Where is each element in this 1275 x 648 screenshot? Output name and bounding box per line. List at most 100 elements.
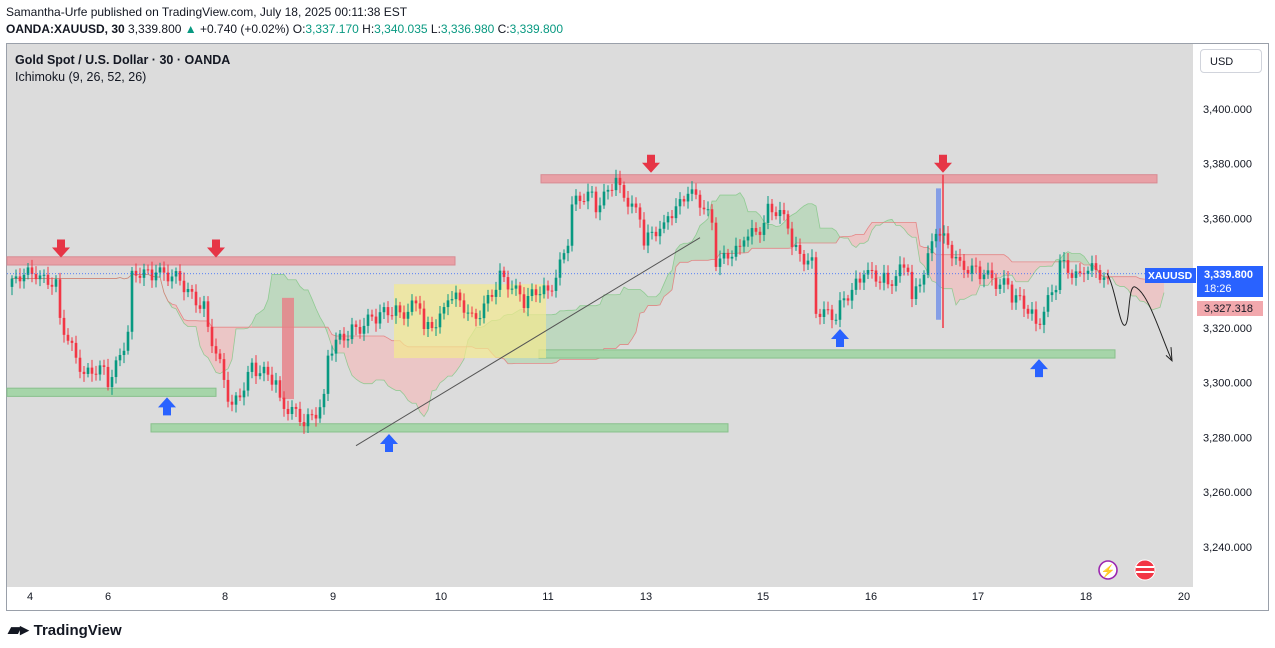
tool-icons[interactable]: ⚡ [1098, 559, 1156, 581]
cloud-segment [748, 211, 752, 253]
candle-body [350, 324, 354, 340]
projection-arrowhead-icon [1165, 347, 1173, 363]
cloud-segment [852, 234, 856, 248]
cloud-segment [1148, 279, 1152, 310]
cloud-segment [1064, 251, 1068, 262]
us-flag-icon[interactable] [1134, 559, 1156, 581]
candle-body [378, 312, 382, 324]
candle-body [898, 264, 902, 277]
cloud-segment [816, 206, 820, 243]
cloud-segment [1032, 261, 1036, 277]
candle-body [1042, 311, 1046, 325]
cloud-segment [912, 222, 916, 238]
cloud-segment [768, 224, 772, 249]
candle-body [694, 189, 698, 195]
cloud-segment [1020, 261, 1024, 282]
cloud-segment [308, 289, 312, 328]
candle-body [654, 231, 658, 237]
cloud-segment [640, 289, 644, 314]
cloud-segment [180, 312, 184, 324]
currency-button[interactable]: USD [1200, 49, 1262, 73]
cloud-segment [268, 274, 272, 328]
cloud-segment [256, 312, 260, 328]
candle-body [1098, 270, 1102, 280]
candle-body [562, 253, 566, 260]
candle-body [754, 228, 758, 232]
cloud-segment [1084, 256, 1088, 266]
candle-body [830, 309, 834, 321]
down-arrow-icon [207, 239, 225, 258]
candle-body [410, 300, 414, 312]
trendline[interactable] [355, 237, 701, 447]
candle-body [934, 233, 938, 242]
candle-body [202, 301, 206, 309]
candle-body [1078, 271, 1082, 274]
cloud-segment [1052, 259, 1056, 267]
countdown-tag: 18:26 [1204, 283, 1232, 295]
cloud-segment [804, 203, 808, 243]
candle-body [978, 266, 982, 280]
candle-body [990, 270, 994, 279]
down-arrow-icon [52, 239, 70, 258]
cloud-segment [740, 192, 744, 253]
candle-body [574, 195, 578, 205]
lightning-icon[interactable] [1098, 560, 1118, 580]
symbol-tag-bg [1145, 268, 1196, 283]
cloud-segment [664, 274, 668, 297]
projection-path[interactable] [1106, 272, 1173, 362]
candle-body [134, 270, 138, 276]
cloud-segment [932, 251, 936, 283]
y-axis[interactable]: 3,400.0003,380.0003,360.0003,340.0003,32… [1203, 104, 1252, 554]
candle-body [42, 274, 46, 276]
cloud-segment [836, 230, 840, 243]
cloud-segment [636, 289, 640, 333]
candle-body [1070, 272, 1074, 278]
cloud-segment [416, 346, 420, 412]
candle-body [66, 334, 70, 341]
candle-body [250, 362, 254, 372]
y-tick-label: 3,320.000 [1203, 323, 1252, 335]
cloud-segment [756, 211, 760, 249]
cloud-segment [780, 222, 784, 249]
candle-body [570, 204, 574, 246]
candle-body [814, 257, 818, 314]
candle-body [750, 228, 754, 237]
span-b-line [12, 221, 1164, 365]
candle-body [946, 233, 950, 245]
candle-body [670, 216, 674, 219]
symbol-label: OANDA:XAUUSD, 30 [6, 22, 125, 36]
candle-body [10, 278, 14, 287]
candle-body [698, 194, 702, 208]
candle-body [1086, 270, 1090, 275]
cloud-segment [1008, 257, 1012, 276]
indicator-legend[interactable]: Ichimoku (9, 26, 52, 26) [15, 70, 147, 84]
candle-body [614, 177, 618, 191]
candle-body [966, 269, 970, 274]
resistance-zone-left [6, 256, 456, 266]
candle-body [482, 303, 486, 319]
candle-body [478, 318, 482, 320]
candle-body [30, 267, 34, 275]
candle-body [218, 353, 222, 360]
cloud-segment [596, 304, 600, 360]
candle-body [558, 259, 562, 278]
candle-body [894, 276, 898, 286]
x-tick-label: 20 [1178, 591, 1190, 603]
cloud-segment [192, 320, 196, 327]
candle-body [938, 233, 942, 236]
cloud-segment [700, 222, 704, 261]
cloud-segment [1016, 261, 1020, 282]
cloud-segment [864, 227, 868, 244]
cloud-segment [1152, 279, 1156, 310]
cloud-segment [348, 336, 352, 376]
x-tick-label: 16 [865, 591, 877, 603]
x-axis[interactable]: 4 6 8 9 10 11 13 15 16 17 18 20 [27, 591, 1190, 603]
last-price: 3,339.800 [128, 22, 182, 36]
candle-body [1038, 323, 1042, 325]
candle-body [786, 214, 790, 229]
candle-body [466, 312, 470, 314]
cloud-segment [1160, 279, 1164, 308]
candle-body [886, 272, 890, 285]
footer-brand[interactable]: ▰▸ TradingView [8, 620, 122, 640]
